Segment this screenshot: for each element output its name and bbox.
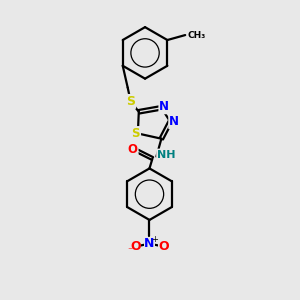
Text: S: S bbox=[126, 95, 135, 108]
Text: O: O bbox=[130, 240, 141, 253]
Text: N: N bbox=[159, 100, 169, 113]
Text: S: S bbox=[132, 127, 140, 140]
Text: N: N bbox=[144, 237, 155, 250]
Text: N: N bbox=[169, 115, 179, 128]
Text: NH: NH bbox=[157, 149, 176, 160]
Text: O: O bbox=[128, 143, 138, 156]
Text: CH₃: CH₃ bbox=[187, 31, 206, 40]
Text: O: O bbox=[158, 240, 169, 253]
Text: ⁻: ⁻ bbox=[127, 247, 132, 256]
Text: +: + bbox=[151, 235, 158, 244]
